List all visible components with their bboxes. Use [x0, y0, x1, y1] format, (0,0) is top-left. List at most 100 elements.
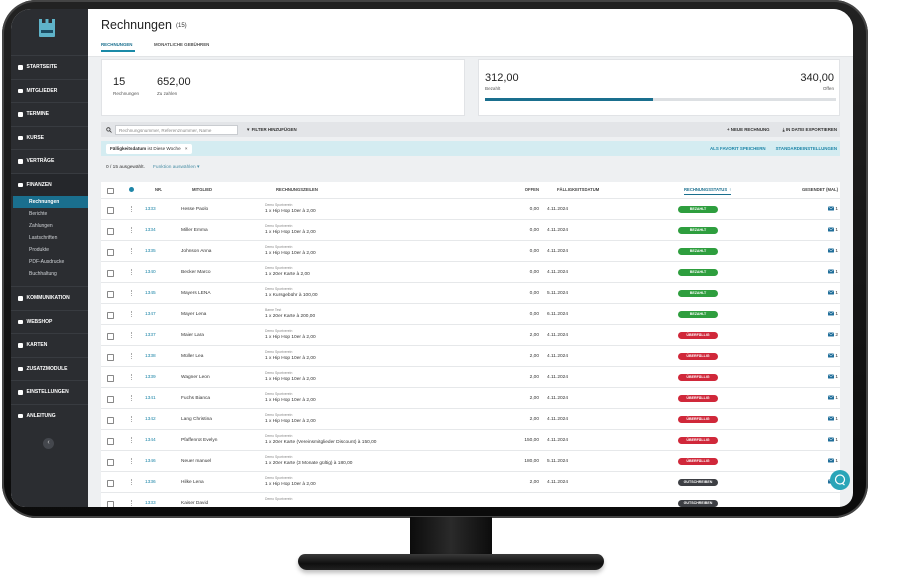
invoice-number[interactable]: 1335: [145, 249, 156, 254]
invoice-number[interactable]: 1340: [145, 270, 156, 275]
club-name: Demo Sportverein: [265, 392, 293, 396]
row-checkbox[interactable]: [107, 207, 114, 214]
row-checkbox[interactable]: [107, 354, 114, 361]
nav-icon: [18, 112, 23, 117]
invoice-number[interactable]: 1339: [145, 375, 156, 380]
table-row: 1336 Hilke Lena Demo Sportverein 1 x Hip Ho…: [101, 471, 840, 492]
sent-number: 1: [835, 438, 838, 443]
row-checkbox[interactable]: [107, 312, 114, 319]
invoice-line: 1 x Hip Hop 10er à 2,00: [265, 398, 316, 403]
chip-condition: ist Diese Woche: [147, 145, 181, 151]
table-row: 1341 Fuchs Bianca Demo Sportverein 1 x Hip …: [101, 387, 840, 408]
column-header[interactable]: MITGLIED: [192, 187, 213, 192]
select-all-checkbox[interactable]: [107, 187, 114, 194]
status-badge: BEZAHLT: [678, 226, 718, 234]
invoice-number[interactable]: 1345: [145, 291, 156, 296]
invoice-number[interactable]: 1334: [145, 228, 156, 233]
sub-nav-item[interactable]: Rechnungen: [13, 196, 88, 208]
drag-handle: [131, 269, 133, 275]
stat-label: Zu zahlen: [157, 91, 178, 96]
nav-item[interactable]: STARTSEITE: [11, 55, 88, 79]
row-checkbox[interactable]: [107, 501, 114, 507]
chat-button[interactable]: [830, 470, 850, 490]
sub-nav-item[interactable]: PDF-Ausdrucke: [29, 259, 65, 265]
nav-label: KOMMUNIKATION: [26, 295, 70, 302]
invoice-number[interactable]: 1341: [145, 396, 156, 401]
tab[interactable]: MONATLICHE GEBÜHREN: [154, 42, 210, 47]
nav-item[interactable]: FINANZEN: [11, 172, 88, 196]
nav-item[interactable]: TERMINE: [11, 102, 88, 126]
row-checkbox[interactable]: [107, 333, 114, 340]
sent-count: 1: [827, 409, 838, 430]
nav-item[interactable]: MITGLIEDER: [11, 78, 88, 103]
row-checkbox[interactable]: [107, 375, 114, 382]
row-checkbox[interactable]: [107, 459, 114, 466]
collapse-button[interactable]: ‹: [43, 438, 54, 449]
sub-nav-item[interactable]: Buchhaltung: [29, 271, 57, 277]
sub-nav-item[interactable]: Lastschriften: [29, 235, 58, 241]
row-checkbox[interactable]: [107, 249, 114, 256]
sub-nav-item[interactable]: Produkte: [29, 247, 50, 253]
bulk-action[interactable]: Funktion auswählen ▾: [153, 165, 200, 170]
nav-icon: [18, 366, 23, 371]
invoice-line: 1 x Hip Hop 10er à 2,00: [265, 419, 316, 424]
invoice-number[interactable]: 1347: [145, 312, 156, 317]
drag-handle: [131, 500, 133, 506]
table-row: 1334 Miller Emma Demo Sportverein 1 x Hip H…: [101, 219, 840, 240]
row-checkbox[interactable]: [107, 291, 114, 298]
nav-item[interactable]: EINSTELLUNGEN: [11, 380, 88, 404]
chip-remove[interactable]: ×: [184, 145, 188, 151]
search-input[interactable]: Rechnungsnummer, Referenznummer, Name: [115, 124, 238, 135]
column-header[interactable]: FÄLLIGKEITSDATUM: [557, 187, 600, 192]
nav-item[interactable]: VERTRÄGE: [11, 149, 88, 173]
nav-item[interactable]: KARTEN: [11, 333, 88, 357]
nav-item[interactable]: KOMMUNIKATION: [11, 286, 88, 310]
table-row: 1339 Wagner Leon Demo Sportverein 1 x Hip H…: [101, 366, 840, 387]
paid-value: 312,00: [485, 72, 519, 84]
add-filter-button[interactable]: ▼ FILTER HINZUFÜGEN: [246, 127, 297, 132]
tab[interactable]: RECHNUNGEN: [101, 42, 133, 47]
invoice-number[interactable]: 1344: [145, 438, 156, 443]
envelope-icon: [827, 458, 834, 463]
new-invoice-button[interactable]: + NEUE RECHNUNG: [727, 127, 770, 132]
row-checkbox[interactable]: [107, 480, 114, 487]
sub-nav-item[interactable]: Zahlungen: [29, 223, 53, 229]
row-checkbox[interactable]: [107, 396, 114, 403]
column-header[interactable]: OFFEN: [524, 187, 539, 192]
due-date: 5.11.2024: [547, 459, 568, 464]
nav-label: EINSTELLUNGEN: [26, 389, 69, 396]
filter-chip[interactable]: Fälligkeitsdatum ist Diese Woche ×: [106, 143, 192, 154]
sent-number: 1: [835, 228, 838, 233]
envelope-icon: [827, 248, 834, 253]
logo[interactable]: [38, 18, 56, 40]
row-checkbox[interactable]: [107, 438, 114, 445]
defaults-link[interactable]: STANDARDEINSTELLUNGEN: [775, 146, 837, 151]
invoice-number[interactable]: 1342: [145, 417, 156, 422]
invoice-number[interactable]: 1338: [145, 354, 156, 359]
invoice-number[interactable]: 1336: [145, 480, 156, 485]
invoice-number[interactable]: 1333: [145, 207, 156, 212]
nav-label: STARTSEITE: [26, 64, 58, 71]
nav-item[interactable]: ANLEITUNG: [11, 403, 88, 428]
column-header[interactable]: RECHNUNGSSTATUS ↑: [684, 184, 732, 195]
sub-nav-item[interactable]: Berichte: [29, 211, 48, 217]
export-button[interactable]: ⤓ IN DATEI EXPORTIEREN: [783, 127, 837, 132]
invoice-number[interactable]: 1333: [145, 501, 156, 506]
status-badge: ÜBERFÄLLIG: [678, 352, 718, 360]
row-checkbox[interactable]: [107, 270, 114, 277]
nav-item[interactable]: ZUSATZMODULE: [11, 356, 88, 381]
due-date: 4.11.2024: [547, 249, 568, 254]
envelope-icon: [827, 416, 834, 421]
save-favorite-link[interactable]: ALS FAVORIT SPEICHERN: [710, 146, 766, 151]
column-header[interactable]: NR.: [155, 187, 163, 192]
nav-item[interactable]: WEBSHOP: [11, 309, 88, 334]
due-date: 4.11.2024: [547, 375, 568, 380]
column-header[interactable]: RECHNUNGSZEILEN: [276, 187, 318, 192]
nav-item[interactable]: KURSE: [11, 125, 88, 150]
row-checkbox[interactable]: [107, 228, 114, 235]
column-header[interactable]: GESENDET (MAL): [801, 187, 838, 192]
status-badge: BEZAHLT: [678, 247, 718, 255]
invoice-number[interactable]: 1337: [145, 333, 156, 338]
row-checkbox[interactable]: [107, 417, 114, 424]
invoice-number[interactable]: 1346: [145, 459, 156, 464]
